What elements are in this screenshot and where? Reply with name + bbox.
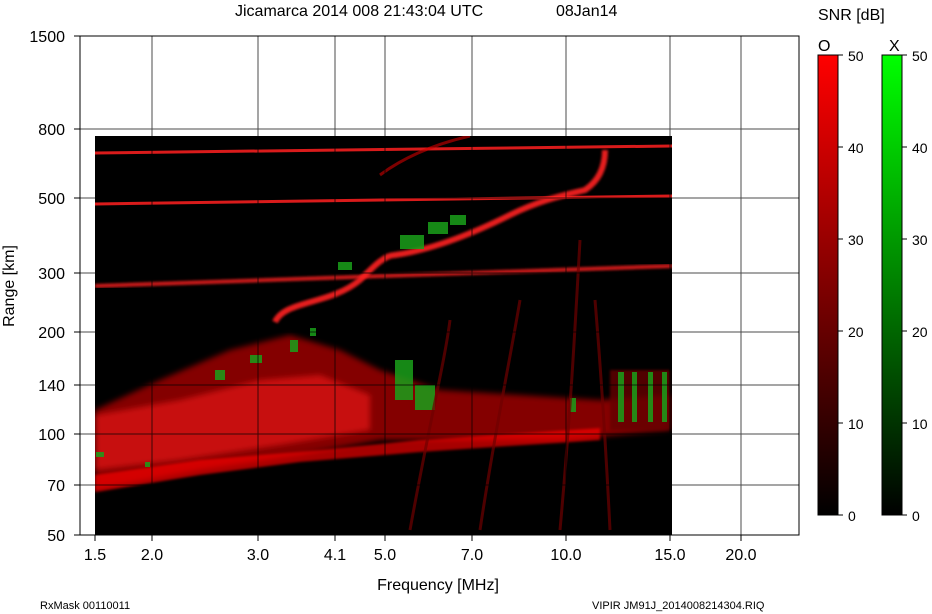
x-tick-label: 7.0 <box>461 547 483 564</box>
colorbar-o-tick-label: 30 <box>848 232 864 248</box>
y-tick-label: 140 <box>38 378 65 395</box>
x-mode-echoes <box>96 215 667 467</box>
colorbar-o-tick-label: 10 <box>848 416 864 432</box>
colorbar-x-tick-label: 10 <box>912 416 928 432</box>
colorbar-x-tick-label: 30 <box>912 232 928 248</box>
x-tick-label: 5.0 <box>374 547 396 564</box>
x-tick-label: 2.0 <box>141 547 163 564</box>
colorbar-o-tick-label: 20 <box>848 324 864 340</box>
colorbar-x <box>881 54 903 516</box>
x-tick-label: 20.0 <box>725 547 756 564</box>
colorbar-x-tick-label: 20 <box>912 324 928 340</box>
y-tick-label: 1500 <box>29 29 65 46</box>
trace-line-490 <box>95 194 672 206</box>
heatmap-region <box>95 136 672 535</box>
footer-rxmask: RxMask 00110011 <box>40 600 130 612</box>
f-region-trace <box>272 149 608 324</box>
low-range-band <box>95 428 600 492</box>
colorbar-o-tick-label: 40 <box>848 140 864 156</box>
y-axis-title: Range [km] <box>1 245 18 327</box>
colorbar-x-ticks: 50 40 30 20 10 0 <box>902 48 928 524</box>
chart-date: 08Jan14 <box>556 3 617 20</box>
trace-line-700 <box>95 144 672 155</box>
colorbar-x-label: X <box>889 38 900 55</box>
e-region-echo-bright <box>95 375 370 470</box>
x-tick-label: 15.0 <box>654 547 685 564</box>
grid <box>80 36 799 535</box>
x-tick-label: 3.0 <box>247 547 269 564</box>
colorbar-x-tick-label: 50 <box>912 48 928 64</box>
colorbar-x-tick-label: 0 <box>912 508 920 524</box>
chart-title: Jicamarca 2014 008 21:43:04 UTC <box>235 3 483 20</box>
colorbar-x-tick-label: 40 <box>912 140 928 156</box>
y-tick-label: 500 <box>38 191 65 208</box>
colorbar-o-label: O <box>818 38 830 55</box>
y-tick-label: 70 <box>47 478 65 495</box>
vertical-streaks <box>408 239 612 531</box>
trace-line-280 <box>95 264 672 288</box>
x-axis: 1.5 2.0 3.0 4.1 5.0 7.0 10.0 15.0 20.0 <box>84 535 757 564</box>
x-axis-title: Frequency [MHz] <box>377 577 499 594</box>
y-tick-label: 200 <box>38 325 65 342</box>
e-region-echo <box>95 335 670 490</box>
colorbar-o-tick-label: 50 <box>848 48 864 64</box>
x-tick-label: 4.1 <box>324 547 346 564</box>
y-tick-label: 50 <box>47 528 65 545</box>
y-axis: 1500 800 500 300 200 140 100 70 50 <box>29 29 80 545</box>
footer-filename: VIPIR JM91J_2014008214304.RIQ <box>592 600 765 612</box>
colorbar-o-ticks: 50 40 30 20 10 0 <box>838 48 864 524</box>
x-tick-label: 1.5 <box>84 547 106 564</box>
x-tick-label: 10.0 <box>550 547 581 564</box>
y-tick-label: 100 <box>38 427 65 444</box>
colorbar-title: SNR [dB] <box>818 7 885 24</box>
y-tick-label: 300 <box>38 266 65 283</box>
y-tick-label: 800 <box>38 122 65 139</box>
colorbar-o-tick-label: 0 <box>848 508 856 524</box>
f-region-trace-upper <box>379 136 471 177</box>
colorbar-o <box>817 54 839 516</box>
